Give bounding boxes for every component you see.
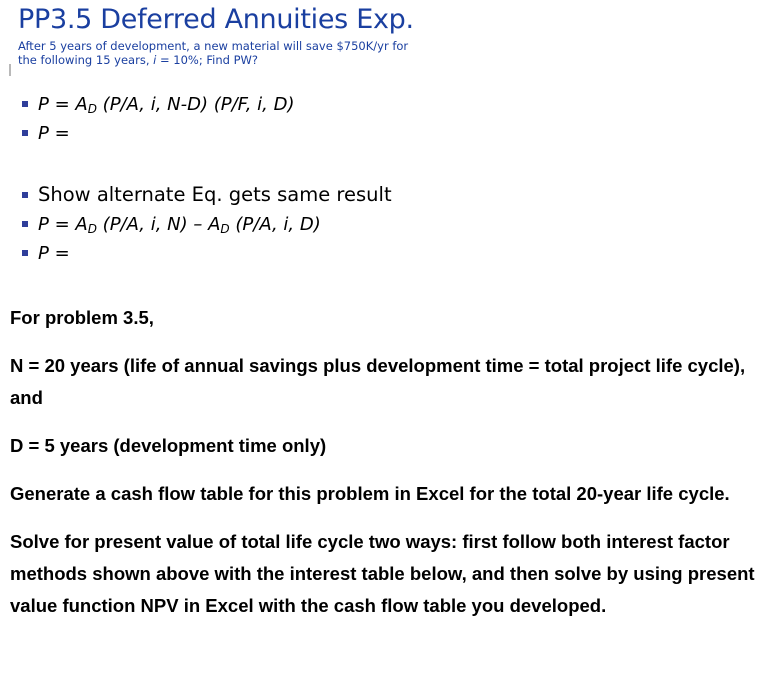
bullet-square-icon bbox=[22, 101, 28, 107]
bullet-text-1: Show alternate Eq. gets same result bbox=[22, 180, 392, 209]
bullet-formula-4: P = bbox=[22, 238, 392, 267]
bullet-formula-3: P = AD (P/A, i, N) – AD (P/A, i, D) bbox=[22, 209, 392, 238]
problem-statement: For problem 3.5, N = 20 years (life of a… bbox=[10, 302, 756, 638]
subtitle-line-2: the following 15 years, i = 10%; Find PW… bbox=[18, 53, 259, 67]
bullet-formula-2: P = bbox=[22, 118, 294, 147]
subtitle-line-1: After 5 years of development, a new mate… bbox=[18, 39, 409, 53]
bullet-square-icon bbox=[22, 130, 28, 136]
bullet-square-icon bbox=[22, 250, 28, 256]
slide-title: PP3.5 Deferred Annuities Exp. bbox=[18, 4, 414, 35]
slide-subtitle: After 5 years of development, a new mate… bbox=[18, 39, 408, 67]
problem-task-present-value: Solve for present value of total life cy… bbox=[10, 531, 755, 616]
slide-image: PP3.5 Deferred Annuities Exp. After 5 ye… bbox=[0, 0, 761, 290]
problem-n-definition: N = 20 years (life of annual savings plu… bbox=[10, 355, 746, 408]
bullet-list-b: Show alternate Eq. gets same result P = … bbox=[22, 180, 392, 267]
subtitle-divider bbox=[9, 64, 11, 76]
problem-task-cash-flow: Generate a cash flow table for this prob… bbox=[10, 483, 730, 504]
bullet-square-icon bbox=[22, 192, 28, 198]
problem-heading: For problem 3.5, bbox=[10, 307, 154, 328]
bullet-list-a: P = AD (P/A, i, N-D) (P/F, i, D) P = bbox=[22, 89, 294, 147]
problem-d-definition: D = 5 years (development time only) bbox=[10, 435, 327, 456]
bullet-formula-1: P = AD (P/A, i, N-D) (P/F, i, D) bbox=[22, 89, 294, 118]
bullet-square-icon bbox=[22, 221, 28, 227]
